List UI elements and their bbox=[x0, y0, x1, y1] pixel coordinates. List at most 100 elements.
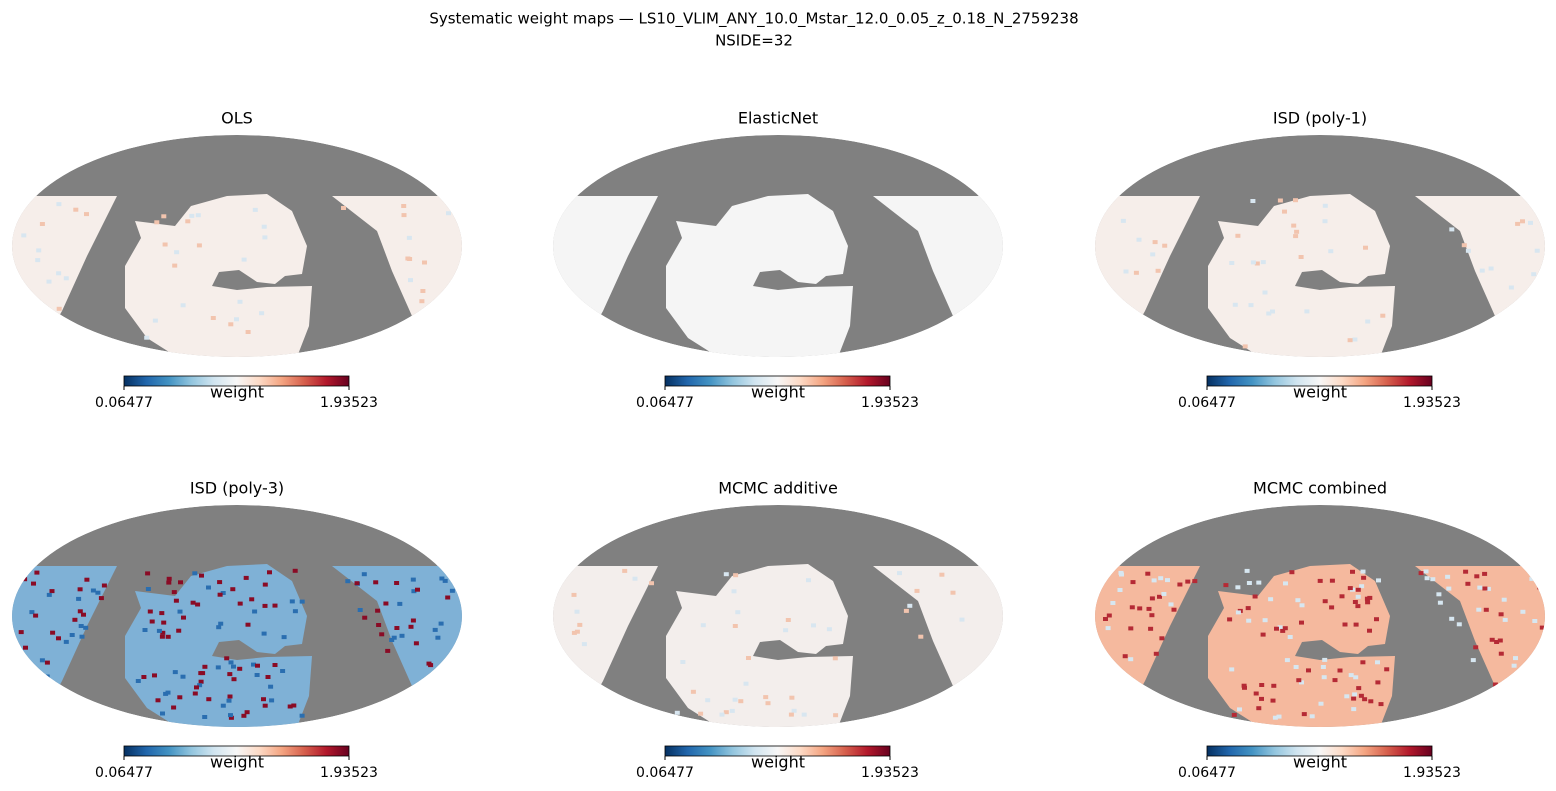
pixel bbox=[389, 638, 395, 642]
pixel bbox=[1157, 594, 1162, 599]
colorbar bbox=[1206, 745, 1433, 757]
pixel bbox=[574, 609, 580, 614]
pixel bbox=[197, 683, 203, 688]
pixel bbox=[1271, 683, 1277, 688]
pixel bbox=[180, 674, 186, 679]
pixel bbox=[1348, 673, 1354, 678]
pixel bbox=[1350, 569, 1355, 574]
colorbar-min: 0.06477 bbox=[95, 765, 153, 781]
pixel bbox=[833, 713, 839, 718]
pixel bbox=[1262, 290, 1268, 295]
pixel bbox=[1276, 714, 1282, 719]
pixel bbox=[632, 576, 638, 581]
colorbar bbox=[123, 745, 350, 757]
colorbar-max: 1.93523 bbox=[1403, 765, 1461, 781]
pixel bbox=[975, 713, 981, 718]
pixel bbox=[1153, 651, 1159, 656]
pixel bbox=[622, 568, 628, 573]
pixel bbox=[1287, 635, 1293, 639]
pixel bbox=[788, 712, 794, 717]
pixel bbox=[1477, 585, 1483, 590]
pixel bbox=[1149, 613, 1155, 618]
pixel bbox=[237, 299, 243, 304]
colorbar-min: 0.06477 bbox=[1178, 765, 1236, 781]
pixel bbox=[1162, 243, 1168, 248]
pixel bbox=[1235, 233, 1241, 238]
pixel bbox=[406, 235, 412, 240]
pixel bbox=[265, 675, 271, 679]
pixel bbox=[451, 663, 457, 667]
pixel bbox=[1337, 668, 1343, 673]
pixel bbox=[29, 610, 35, 615]
pixel bbox=[680, 660, 686, 664]
map-panel: MCMC combined weight 0.06477 1.93523 bbox=[1095, 479, 1545, 781]
pixel bbox=[439, 576, 445, 581]
pixel bbox=[39, 658, 45, 663]
pixel bbox=[1473, 645, 1479, 650]
pixel bbox=[574, 629, 580, 634]
pixel bbox=[571, 630, 577, 635]
pixel bbox=[446, 211, 451, 216]
pixel bbox=[78, 624, 84, 628]
pixel bbox=[56, 306, 62, 311]
pixel bbox=[1529, 576, 1535, 581]
pixel bbox=[1375, 660, 1380, 665]
pixel bbox=[1355, 587, 1361, 592]
pixel bbox=[1235, 610, 1241, 615]
pixel bbox=[199, 573, 204, 578]
pixel bbox=[410, 618, 416, 623]
pixel bbox=[228, 713, 233, 718]
pixel bbox=[1277, 198, 1283, 203]
pixel bbox=[1293, 665, 1299, 669]
pixel bbox=[1353, 675, 1359, 680]
colorbar-min: 0.06477 bbox=[636, 765, 694, 781]
pixel bbox=[438, 621, 444, 626]
pixel bbox=[84, 577, 90, 582]
figure-subtitle: NSIDE=32 bbox=[715, 32, 793, 50]
pixel bbox=[234, 317, 239, 322]
pixel bbox=[732, 624, 738, 628]
pixel bbox=[1463, 569, 1469, 574]
pixel bbox=[23, 695, 29, 700]
pixel bbox=[231, 664, 236, 669]
pixel bbox=[56, 271, 62, 276]
pixel bbox=[1329, 605, 1335, 610]
pixel bbox=[1355, 594, 1361, 599]
pixel bbox=[1111, 700, 1117, 705]
pixel bbox=[362, 615, 368, 620]
mollweide-map bbox=[1095, 135, 1545, 357]
pixel bbox=[341, 206, 346, 210]
pixel bbox=[220, 591, 226, 595]
pixel bbox=[950, 590, 956, 595]
panel-title: MCMC additive bbox=[718, 479, 838, 498]
pixel bbox=[1298, 255, 1304, 259]
pixel bbox=[262, 703, 268, 708]
pixel bbox=[1294, 229, 1300, 234]
pixel bbox=[1130, 580, 1136, 585]
pixel bbox=[280, 669, 286, 673]
pixel bbox=[413, 641, 419, 646]
pixel bbox=[50, 630, 56, 635]
map-panel: ISD (poly-1) weight 0.06477 1.93523 bbox=[1095, 109, 1545, 411]
pixel bbox=[292, 568, 298, 573]
pixel bbox=[379, 632, 385, 637]
pixel bbox=[1223, 583, 1229, 588]
pixel bbox=[1235, 585, 1241, 590]
pixel bbox=[217, 580, 223, 585]
pixel bbox=[1246, 618, 1252, 623]
pixel bbox=[156, 628, 162, 633]
pixel bbox=[161, 214, 167, 219]
pixel bbox=[141, 675, 147, 679]
pixel bbox=[1445, 574, 1451, 579]
map-panel: ElasticNet weight 0.06477 1.93523 bbox=[553, 109, 1003, 411]
pixel bbox=[181, 615, 186, 620]
pixel bbox=[1149, 596, 1155, 601]
pixel bbox=[1332, 678, 1338, 683]
pixel bbox=[224, 656, 230, 661]
pixel bbox=[1274, 626, 1279, 631]
panel-title: ElasticNet bbox=[738, 109, 818, 128]
pixel bbox=[1266, 311, 1272, 316]
pixel bbox=[1365, 600, 1371, 605]
pixel bbox=[427, 715, 433, 720]
pixel bbox=[1465, 248, 1471, 253]
